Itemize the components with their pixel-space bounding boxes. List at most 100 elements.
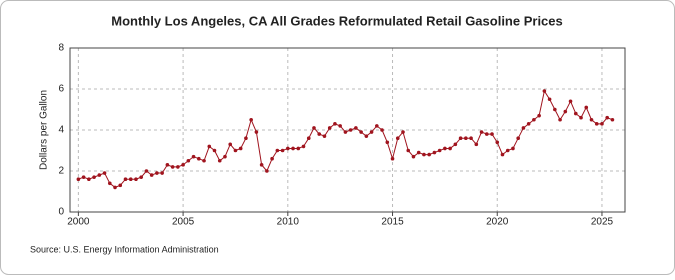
x-tick-label: 2020 — [486, 217, 509, 228]
data-point — [359, 130, 363, 134]
data-point — [233, 148, 238, 153]
data-point — [306, 136, 311, 140]
data-point — [495, 140, 500, 145]
data-point — [568, 99, 573, 104]
data-point — [165, 163, 170, 167]
data-point — [411, 154, 416, 159]
data-point — [259, 163, 264, 167]
data-point — [584, 105, 589, 110]
x-tick-label: 2025 — [591, 217, 614, 228]
data-point — [547, 97, 552, 102]
data-point — [558, 117, 562, 122]
data-point — [385, 140, 390, 145]
data-point — [484, 132, 489, 136]
data-point — [322, 134, 327, 138]
data-point — [333, 122, 337, 126]
y-tick-label: 2 — [58, 166, 64, 177]
data-point — [107, 181, 112, 186]
data-point — [479, 130, 484, 134]
data-point — [375, 124, 379, 128]
x-tick-label: 2010 — [277, 217, 300, 228]
data-point — [390, 156, 395, 161]
data-point — [113, 185, 117, 190]
data-point — [228, 142, 233, 147]
data-point — [327, 126, 332, 130]
data-point — [469, 136, 473, 140]
plot-area — [69, 47, 626, 213]
data-point — [505, 148, 510, 153]
data-point — [301, 144, 306, 149]
data-point — [542, 89, 547, 93]
data-point — [422, 152, 426, 157]
data-point — [265, 169, 269, 173]
data-point — [401, 130, 405, 134]
data-point — [453, 142, 458, 147]
data-point — [589, 117, 594, 122]
data-point — [81, 175, 86, 179]
data-point — [526, 122, 531, 126]
data-point — [238, 146, 243, 151]
y-tick-label: 0 — [58, 207, 64, 218]
data-point — [270, 156, 274, 161]
source-note: Source: U.S. Energy Information Administ… — [30, 244, 219, 254]
data-point — [207, 144, 212, 149]
data-point — [191, 154, 196, 159]
data-point — [553, 107, 557, 112]
data-point — [92, 175, 96, 179]
y-axis-label: Dollars per Gallon — [39, 90, 50, 170]
y-tick-label: 6 — [58, 84, 64, 95]
data-point — [170, 165, 175, 169]
data-point — [87, 177, 91, 181]
data-point — [427, 152, 431, 157]
data-point — [139, 175, 144, 179]
data-point — [521, 126, 526, 130]
data-point — [563, 109, 568, 114]
data-point — [594, 122, 599, 126]
data-point — [354, 126, 358, 130]
data-point — [579, 115, 583, 120]
data-point — [149, 173, 154, 177]
data-point — [223, 154, 227, 159]
chart-title: Monthly Los Angeles, CA All Grades Refor… — [111, 13, 563, 28]
data-point — [443, 146, 447, 151]
data-point — [97, 173, 102, 177]
data-point — [128, 177, 133, 181]
data-point — [395, 136, 400, 140]
data-point — [197, 156, 201, 161]
data-point — [532, 117, 536, 122]
data-point — [181, 163, 185, 167]
data-point — [380, 128, 384, 132]
data-point — [490, 132, 494, 136]
data-point — [291, 146, 295, 151]
data-point — [511, 146, 515, 151]
x-tick-label: 2000 — [67, 217, 90, 228]
data-point — [155, 171, 159, 175]
data-point — [76, 177, 81, 181]
data-point — [123, 177, 128, 181]
data-point — [573, 111, 578, 116]
data-point — [537, 113, 541, 118]
data-point — [144, 169, 149, 173]
data-point — [186, 158, 191, 163]
data-point — [317, 132, 322, 136]
data-point — [437, 148, 442, 153]
data-point — [160, 171, 164, 175]
data-point — [343, 130, 348, 134]
data-point — [458, 136, 463, 140]
data-point — [102, 171, 107, 175]
data-point — [217, 158, 222, 163]
data-point — [600, 122, 604, 126]
data-point — [605, 115, 609, 120]
data-point — [610, 117, 615, 122]
data-point — [432, 150, 437, 155]
data-point — [275, 148, 280, 153]
data-point — [176, 165, 180, 169]
data-point — [516, 136, 520, 140]
data-point — [364, 134, 369, 138]
data-point — [212, 148, 217, 153]
data-point — [348, 128, 353, 132]
data-point — [312, 126, 316, 130]
y-tick-label: 8 — [58, 43, 64, 54]
